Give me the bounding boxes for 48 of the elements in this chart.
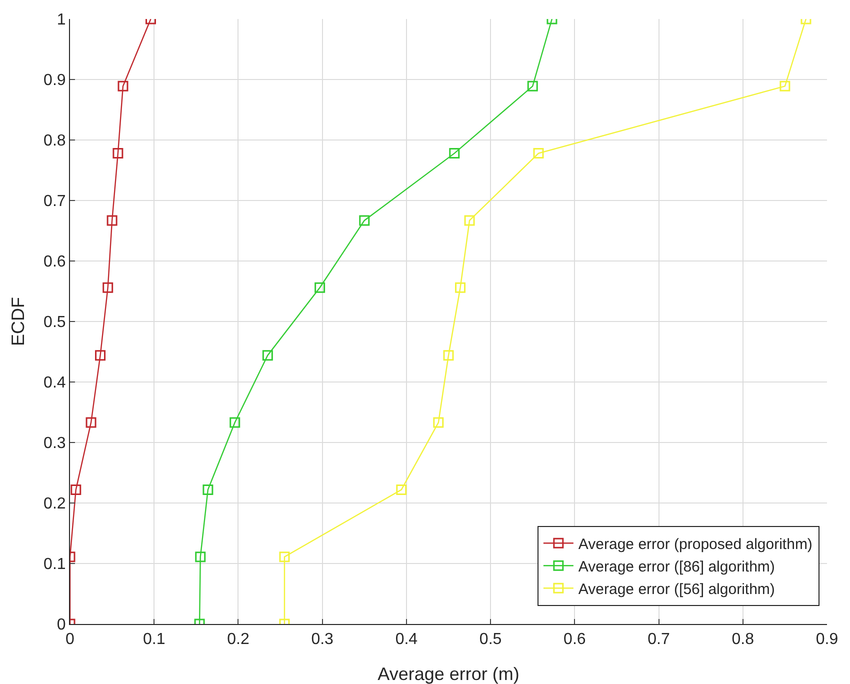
x-tick-label: 0.5	[479, 631, 502, 648]
x-tick-label: 0.1	[142, 631, 166, 648]
y-tick-label: 0.9	[44, 72, 66, 90]
y-tick-label: 0.3	[44, 435, 66, 452]
y-tick-label: 0.7	[44, 193, 66, 210]
point	[118, 80, 128, 92]
y-tick-label: 0.4	[44, 374, 66, 392]
point	[464, 215, 475, 226]
point	[102, 282, 114, 293]
y-tick-label: 0	[56, 616, 66, 634]
y-tick-label: 1	[56, 12, 66, 29]
point	[533, 148, 544, 159]
point	[112, 148, 124, 159]
point	[527, 80, 538, 92]
point	[202, 484, 214, 495]
y-axis-title: ECDF	[8, 296, 28, 346]
x-tick-label: 0.2	[227, 631, 250, 648]
point	[230, 417, 240, 428]
point	[106, 215, 118, 226]
x-axis-title: Average error (m)	[378, 664, 520, 684]
point	[443, 350, 454, 361]
x-tick-label: 0.6	[564, 631, 586, 648]
point	[70, 484, 82, 495]
point	[279, 552, 290, 562]
point	[780, 80, 790, 92]
point	[359, 215, 370, 226]
point	[396, 484, 407, 495]
legend-label: Average error ([56] algorithm)	[578, 580, 775, 598]
x-tick-label: 0.4	[395, 631, 418, 648]
point	[314, 282, 326, 293]
y-tick-label: 0.1	[44, 556, 66, 574]
point	[95, 350, 106, 361]
point	[449, 148, 460, 159]
y-tick-label: 0.5	[44, 314, 66, 332]
point	[262, 350, 273, 361]
point	[433, 417, 444, 428]
y-tick-label: 0.6	[44, 254, 66, 271]
y-tick-label: 0.8	[44, 132, 66, 150]
x-tick-label: 0.3	[311, 631, 334, 648]
x-tick-label: 0.7	[648, 631, 670, 648]
legend-label: Average error (proposed algorithm)	[578, 536, 812, 553]
point	[455, 282, 466, 293]
legend-label: Average error ([86] algorithm)	[578, 558, 775, 576]
y-tick-label: 0.2	[44, 496, 66, 513]
point	[195, 552, 206, 562]
x-tick-label: 0.9	[816, 631, 838, 648]
x-tick-label: 0.8	[732, 631, 754, 648]
point	[86, 417, 96, 428]
